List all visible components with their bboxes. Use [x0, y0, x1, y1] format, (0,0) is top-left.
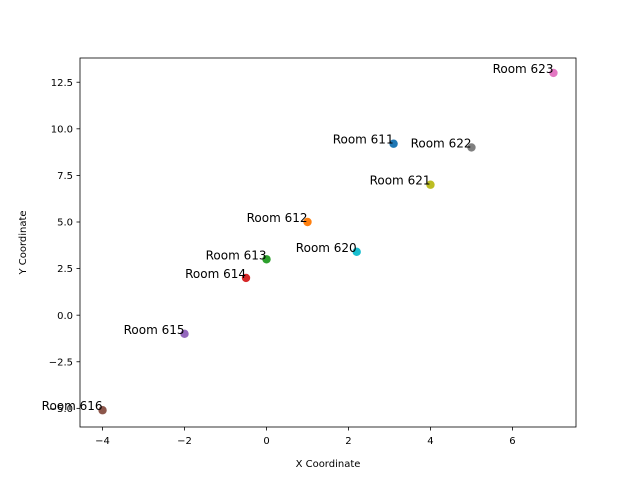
data-point	[352, 247, 361, 257]
y-tick-label: 2.5	[57, 264, 73, 275]
point-label: Room 613	[206, 248, 267, 262]
point-label: Room 612	[247, 211, 308, 225]
x-tick-label: 2	[345, 436, 351, 447]
x-tick-label: 6	[509, 436, 515, 447]
x-axis-ticks: −4 −2 0 2 4 6	[95, 427, 516, 447]
point-label: Room 622	[411, 136, 472, 150]
y-tick-label: 7.5	[57, 171, 73, 182]
data-point	[303, 217, 312, 227]
y-axis-label: Y Coordinate	[18, 210, 29, 275]
data-point	[426, 180, 435, 189]
x-tick-label: −2	[177, 436, 192, 447]
data-point	[549, 68, 558, 78]
y-axis-ticks: −5.0 −2.5 0.0 2.5 5.0 7.5 10.0 12.5	[49, 78, 80, 415]
data-point	[180, 329, 189, 339]
x-tick-label: −4	[95, 436, 110, 447]
point-label: Room 621	[370, 174, 431, 188]
point-label: Room 620	[296, 241, 357, 255]
x-axis-label: X Coordinate	[296, 459, 361, 470]
data-point	[467, 143, 476, 152]
y-tick-label: −2.5	[49, 357, 73, 368]
plot-frame	[79, 57, 577, 428]
point-label: Room 615	[124, 323, 185, 337]
y-tick-label: 12.5	[51, 78, 73, 89]
y-tick-label: −5.0	[49, 404, 73, 415]
point-label: Room 616	[42, 399, 103, 413]
y-tick-label: 10.0	[51, 124, 73, 135]
data-point	[389, 139, 398, 148]
data-point	[98, 406, 107, 415]
data-point	[241, 273, 251, 283]
plot-marks: Room 611 Room 612 Room 613 Room 614 Room 615…	[42, 62, 558, 415]
data-point	[262, 255, 271, 264]
point-label: Room 614	[185, 267, 246, 281]
y-tick-label: 5.0	[57, 218, 73, 229]
point-label: Room 623	[493, 62, 554, 76]
x-tick-label: 4	[427, 436, 433, 447]
x-tick-label: 0	[263, 436, 269, 447]
y-tick-label: 0.0	[57, 311, 73, 322]
point-label: Room 611	[333, 133, 394, 147]
